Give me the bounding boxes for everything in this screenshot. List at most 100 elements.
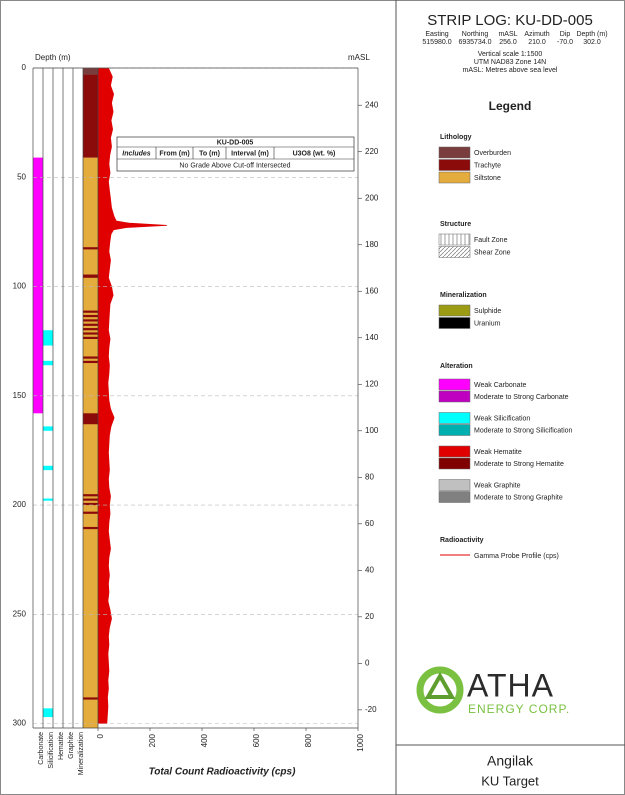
table-cell: No Grade Above Cut-off Intersected — [179, 162, 290, 169]
y2-tick-label: 180 — [365, 240, 379, 249]
interval — [83, 247, 98, 250]
table-header: To (m) — [199, 150, 220, 157]
track-label: Carbonate — [38, 732, 45, 765]
legend-swatch — [438, 171, 471, 184]
legend-label: Gamma Probe Profile (cps) — [474, 553, 559, 560]
header-note: UTM NAD83 Zone 14N — [474, 59, 546, 66]
y-tick-label: 150 — [13, 391, 27, 400]
depth-axis-label: Depth (m) — [35, 53, 71, 62]
y2-tick-label: 80 — [365, 472, 374, 481]
x-tick-label: 400 — [200, 733, 209, 747]
legend-group-title: Radioactivity — [440, 537, 484, 544]
collar-value: -70.0 — [557, 39, 573, 46]
legend-label: Weak Silicification — [474, 415, 530, 422]
y2-tick-label: 60 — [365, 519, 374, 528]
legend-label: Moderate to Strong Hematite — [474, 461, 564, 468]
interval — [83, 319, 98, 322]
track-label: Mineralization — [78, 732, 85, 775]
legend-swatch — [438, 479, 471, 491]
legend-label: Sulphide — [474, 308, 501, 315]
y2-tick-label: 160 — [365, 286, 379, 295]
y2-tick-label: 0 — [365, 658, 370, 667]
log-title: STRIP LOG: KU-DD-005 — [427, 12, 593, 29]
interval — [43, 426, 53, 431]
y-tick-label: 50 — [17, 172, 26, 181]
interval — [83, 697, 98, 700]
track-label: Silicification — [48, 732, 55, 769]
interval — [83, 74, 98, 158]
y-tick-label: 250 — [13, 609, 27, 618]
interval — [83, 328, 98, 331]
logo-name: ATHA — [467, 667, 554, 703]
collar-value: 515980.0 — [422, 39, 451, 46]
collar-label: mASL — [498, 31, 517, 38]
interval — [83, 526, 98, 530]
interval — [43, 498, 53, 501]
interval — [43, 708, 53, 718]
table-header: Interval (m) — [231, 150, 269, 157]
legend-title: Legend — [489, 99, 532, 113]
y2-tick-label: -20 — [365, 705, 377, 714]
legend-swatch — [438, 491, 471, 503]
x-tick-label: 800 — [304, 733, 313, 747]
x-tick-label: 600 — [252, 733, 261, 747]
legend-swatch — [438, 424, 471, 436]
y-tick-label: 0 — [22, 63, 27, 72]
masl-axis-label: mASL — [348, 53, 370, 62]
interval — [83, 310, 98, 313]
collar-value: 302.0 — [583, 39, 601, 46]
legend-swatch — [438, 233, 471, 246]
table-header: U3O8 (wt. %) — [293, 150, 336, 157]
collar-value: 210.0 — [528, 39, 546, 46]
interval — [43, 465, 53, 471]
legend-swatch — [438, 304, 471, 317]
y-tick-label: 200 — [13, 500, 27, 509]
track-label: Hematite — [58, 732, 65, 760]
legend-swatch — [438, 378, 471, 391]
interval — [83, 323, 98, 326]
interval — [83, 511, 98, 514]
logo-mark — [424, 671, 456, 699]
legend-group-title: Mineralization — [440, 292, 487, 299]
y2-tick-label: 100 — [365, 426, 379, 435]
footer-line: Angilak — [487, 753, 534, 769]
y-tick-label: 100 — [13, 282, 27, 291]
legend-label: Weak Carbonate — [474, 382, 527, 389]
table-title: KU-DD-005 — [217, 139, 254, 146]
interval — [83, 502, 98, 506]
legend-group-title: Alteration — [440, 363, 473, 370]
legend-label: Trachyte — [474, 162, 501, 169]
legend-group-title: Lithology — [440, 134, 472, 141]
y2-tick-label: 40 — [365, 565, 374, 574]
footer-line: KU Target — [481, 773, 539, 788]
interval — [83, 498, 98, 501]
legend-label: Uranium — [474, 320, 501, 327]
table-header: Includes — [122, 150, 151, 157]
legend-swatch — [438, 412, 471, 424]
x-tick-label: 200 — [148, 733, 157, 747]
legend-label: Moderate to Strong Graphite — [474, 494, 563, 501]
y2-tick-label: 240 — [365, 100, 379, 109]
collar-label: Easting — [425, 31, 448, 38]
x-tick-label: 1000 — [356, 733, 365, 751]
legend-label: Moderate to Strong Silicification — [474, 427, 573, 434]
y-tick-label: 300 — [13, 719, 27, 728]
legend-label: Shear Zone — [474, 249, 511, 256]
interval — [83, 336, 98, 339]
table-header: From (m) — [159, 150, 189, 157]
legend-label: Weak Graphite — [474, 482, 521, 489]
interval — [83, 332, 98, 335]
legend-swatch — [438, 159, 471, 171]
legend-label: Fault Zone — [474, 237, 508, 244]
interval — [43, 330, 53, 346]
x-axis-label: Total Count Radioactivity (cps) — [149, 767, 297, 778]
gamma-fill — [98, 68, 167, 724]
collar-label: Azimuth — [524, 31, 549, 38]
interval — [83, 413, 98, 425]
y2-tick-label: 140 — [365, 333, 379, 342]
interval — [83, 68, 98, 75]
interval — [33, 157, 43, 414]
gamma-line — [106, 67, 167, 724]
interval — [43, 360, 53, 366]
y2-tick-label: 200 — [365, 193, 379, 202]
